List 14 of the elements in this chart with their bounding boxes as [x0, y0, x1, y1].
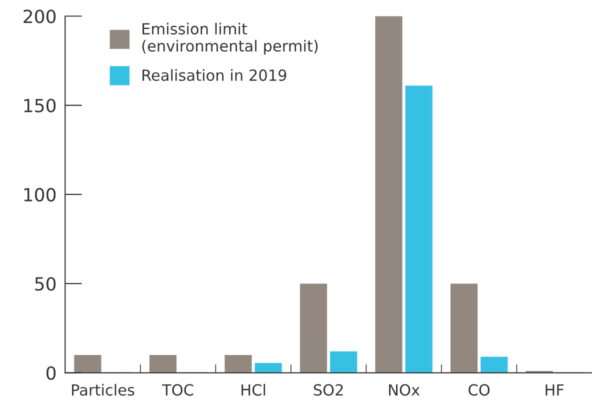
legend-label: Emission limit (environmental permit): [142, 22, 318, 55]
x-tick-label: HF: [546, 384, 564, 396]
y-tick-label: 150: [24, 98, 56, 112]
x-tick-label: TOC: [162, 384, 194, 396]
x-tick-label: NOx: [389, 384, 420, 396]
y-tick-label: 200: [24, 10, 56, 24]
x-tick-label: HCl: [242, 384, 266, 396]
y-tick-label: 0: [46, 366, 56, 380]
x-tick-label: SO2: [314, 384, 343, 396]
x-tick-label: Particles: [72, 384, 134, 396]
y-tick-label: 50: [35, 277, 56, 291]
x-tick-label: CO: [468, 384, 490, 396]
legend-label: Realisation in 2019: [142, 69, 286, 81]
y-tick-label: 100: [24, 188, 56, 202]
